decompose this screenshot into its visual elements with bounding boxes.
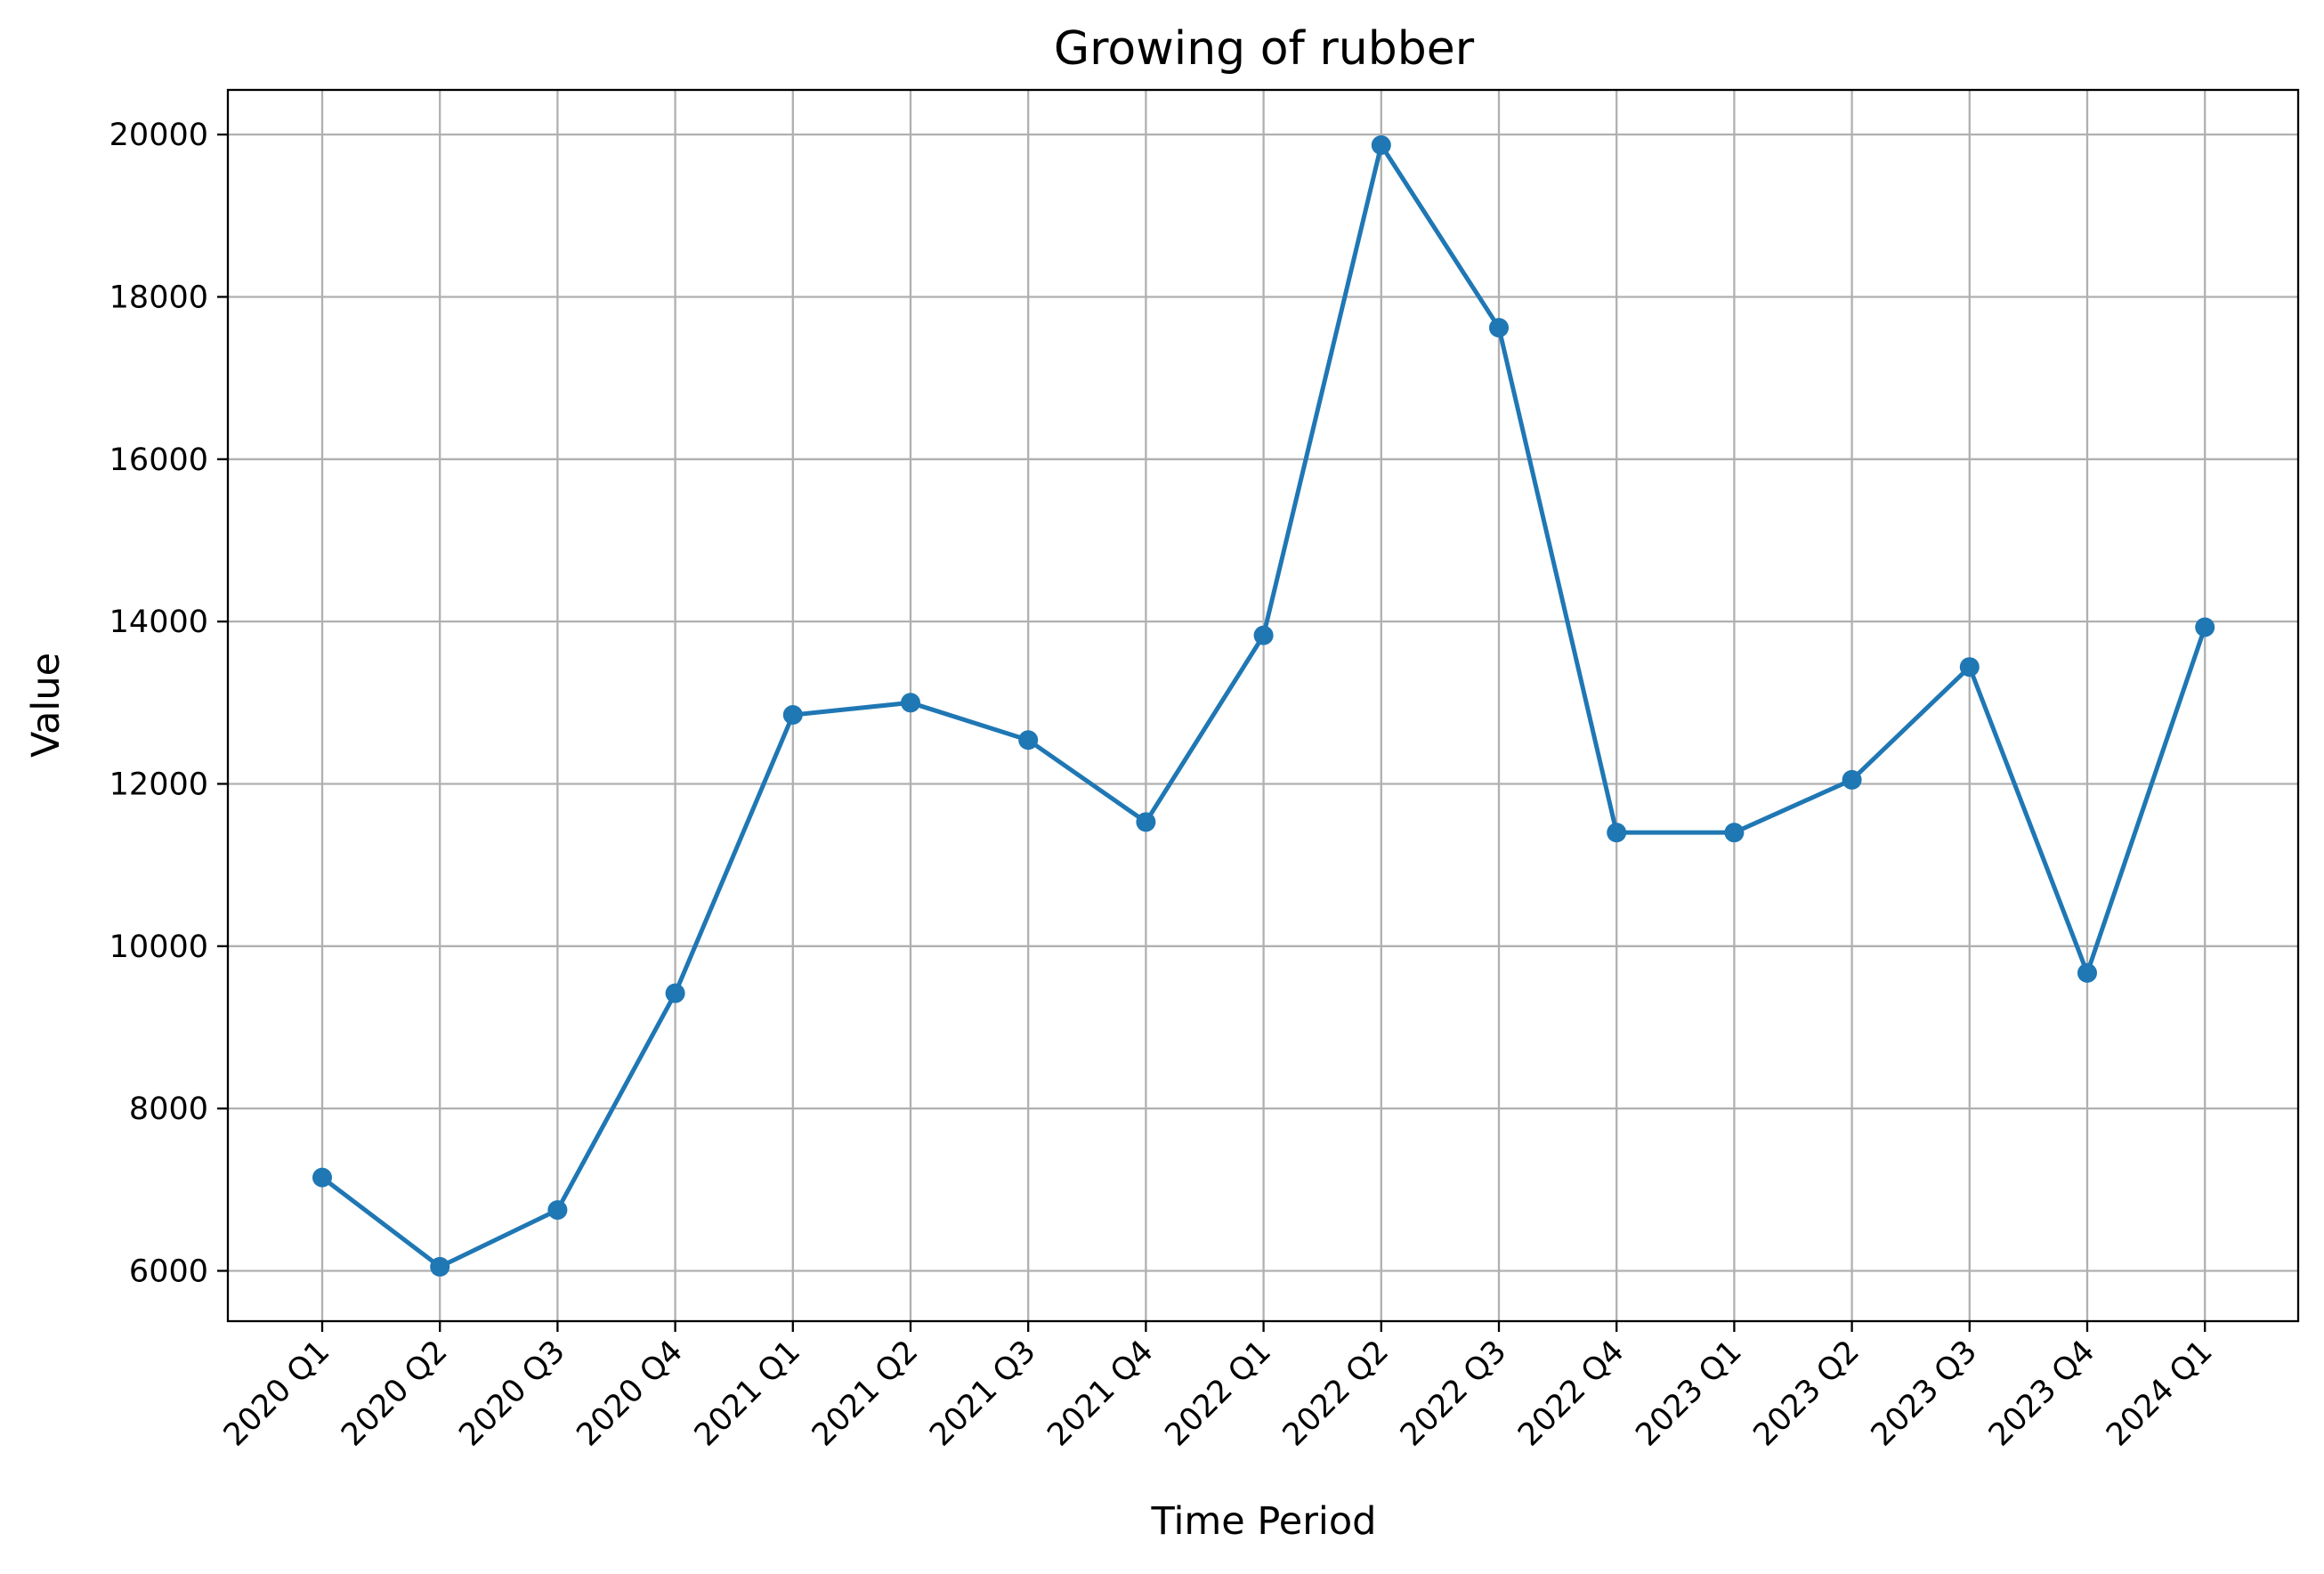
y-tick-label: 12000: [109, 767, 208, 802]
x-tick-label: 2023 Q1: [1629, 1334, 1748, 1453]
x-tick-label: 2022 Q3: [1394, 1334, 1513, 1453]
x-tick-label: 2022 Q1: [1159, 1334, 1278, 1453]
data-point-2022-q4: [1607, 823, 1627, 843]
x-tick-label: 2021 Q2: [806, 1334, 925, 1453]
x-tick-label: 2023 Q2: [1747, 1334, 1866, 1453]
x-tick-label: 2020 Q2: [335, 1334, 454, 1453]
x-tick-label: 2020 Q1: [217, 1334, 336, 1453]
x-tick-label: 2021 Q1: [688, 1334, 807, 1453]
y-tick-label: 16000: [109, 442, 208, 478]
series-layer: [312, 134, 2215, 1277]
y-tick-label: 14000: [109, 604, 208, 640]
chart-title: Growing of rubber: [1054, 22, 1475, 76]
y-tick-label: 18000: [109, 280, 208, 315]
x-tick-label: 2021 Q3: [923, 1334, 1042, 1453]
y-tick-label: 20000: [109, 118, 208, 153]
data-point-2022-q3: [1489, 318, 1509, 338]
data-point-2022-q1: [1253, 625, 1274, 645]
data-point-2020-q3: [547, 1200, 568, 1221]
y-tick-label: 6000: [129, 1254, 208, 1289]
y-tick-label: 10000: [109, 929, 208, 965]
x-tick-label: 2023 Q3: [1865, 1334, 1984, 1453]
x-tick-label: 2023 Q4: [1982, 1334, 2101, 1453]
data-point-2021-q1: [782, 704, 803, 725]
data-point-2023-q2: [1842, 769, 1862, 790]
x-tick-label: 2022 Q4: [1511, 1334, 1631, 1453]
data-point-2021-q4: [1136, 812, 1156, 832]
y-tick-label: 8000: [129, 1091, 208, 1127]
grid-lines: [228, 90, 2298, 1321]
x-tick-label: 2024 Q1: [2100, 1334, 2219, 1453]
data-point-2022-q2: [1371, 134, 1391, 155]
data-point-2024-q1: [2195, 617, 2215, 637]
data-point-2021-q2: [901, 693, 920, 713]
x-tick-label: 2022 Q2: [1276, 1334, 1396, 1453]
data-point-2020-q1: [312, 1167, 332, 1188]
data-point-2023-q1: [1724, 823, 1745, 843]
x-tick-label: 2021 Q4: [1041, 1334, 1160, 1453]
x-axis-label: Time Period: [1151, 1499, 1377, 1544]
data-point-2023-q4: [2077, 962, 2097, 983]
data-point-2020-q2: [430, 1256, 450, 1277]
data-point-2020-q4: [665, 983, 685, 1003]
x-tick-label: 2020 Q4: [571, 1334, 690, 1453]
x-tick-label: 2020 Q3: [452, 1334, 571, 1453]
data-point-2021-q3: [1018, 730, 1039, 750]
y-axis: 6000 8000 10000 12000 14000 16000 18000 20000: [109, 118, 228, 1289]
data-point-2023-q3: [1959, 657, 1980, 677]
y-axis-label: Value: [24, 653, 69, 758]
